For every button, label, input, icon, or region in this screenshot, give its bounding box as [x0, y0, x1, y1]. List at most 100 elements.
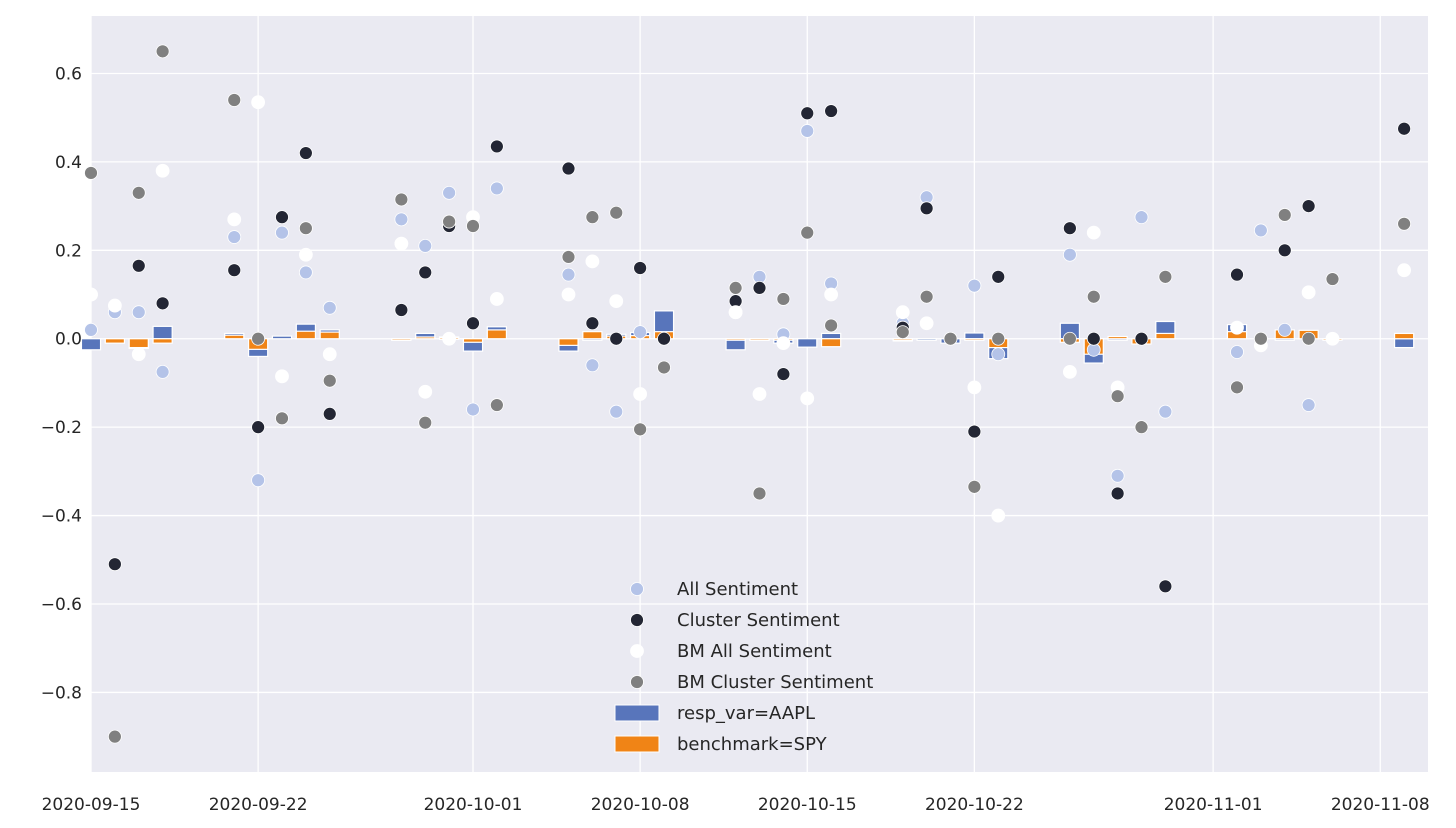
bar-benchmark-spy [558, 338, 579, 346]
point-cluster-sentiment [107, 557, 122, 572]
point-bm-all-sentiment [585, 254, 600, 269]
bar-benchmark-spy [725, 338, 746, 341]
bar-benchmark-spy [1155, 332, 1176, 340]
point-bm-cluster-sentiment [776, 292, 791, 306]
point-bm-cluster-sentiment [466, 219, 480, 233]
point-cluster-sentiment [1134, 331, 1149, 346]
point-cluster-sentiment [1062, 221, 1077, 236]
point-bm-cluster-sentiment [1397, 216, 1412, 231]
point-bm-cluster-sentiment [1277, 208, 1292, 222]
point-bm-cluster-sentiment [1062, 331, 1077, 346]
point-bm-all-sentiment [633, 387, 648, 401]
point-cluster-sentiment [561, 161, 576, 176]
point-cluster-sentiment [919, 201, 934, 216]
point-cluster-sentiment [1086, 331, 1101, 346]
bar-benchmark-spy [1393, 332, 1415, 340]
point-cluster-sentiment [466, 316, 480, 331]
point-bm-cluster-sentiment [943, 331, 958, 346]
bar-benchmark-spy [1107, 335, 1128, 340]
point-bm-cluster-sentiment [967, 479, 982, 494]
x-tick-label: 2020-09-22 [209, 795, 308, 815]
x-tick-label: 2020-10-01 [424, 795, 523, 815]
bar-resp-var-aapl [797, 338, 818, 348]
point-cluster-sentiment [298, 146, 313, 160]
bar-benchmark-spy [319, 331, 340, 340]
point-bm-all-sentiment [275, 369, 289, 384]
y-tick-label: −0.6 [41, 595, 82, 615]
x-tick-label: 2020-10-22 [925, 795, 1024, 815]
point-all-sentiment [298, 265, 313, 280]
legend-patch [614, 704, 660, 722]
point-bm-cluster-sentiment [275, 411, 289, 426]
point-cluster-sentiment [251, 420, 266, 435]
point-bm-cluster-sentiment [609, 205, 624, 220]
point-bm-cluster-sentiment [107, 729, 122, 744]
point-bm-cluster-sentiment [1134, 420, 1149, 435]
legend-label: Cluster Sentiment [677, 610, 840, 631]
point-all-sentiment [800, 124, 815, 138]
legend-patch [614, 735, 660, 753]
point-bm-cluster-sentiment [1158, 269, 1173, 284]
point-all-sentiment [251, 473, 266, 488]
point-all-sentiment [442, 185, 457, 200]
point-all-sentiment [991, 347, 1006, 362]
point-bm-cluster-sentiment [489, 398, 504, 412]
point-all-sentiment [155, 364, 170, 379]
point-bm-all-sentiment [1230, 320, 1244, 335]
y-axis-ticks: −0.8 −0.6 −0.4 −0.2 0.0 0.2 0.4 0.6 [41, 64, 82, 703]
bar-benchmark-spy [486, 329, 508, 340]
point-bm-all-sentiment [155, 163, 170, 178]
point-bm-all-sentiment [298, 247, 313, 262]
y-tick-label: 0.4 [55, 153, 82, 173]
point-bm-cluster-sentiment [585, 210, 600, 225]
point-bm-all-sentiment [1086, 225, 1101, 240]
point-bm-all-sentiment [609, 294, 624, 309]
point-cluster-sentiment [1397, 121, 1412, 136]
point-bm-all-sentiment [824, 287, 839, 302]
point-bm-all-sentiment [394, 236, 409, 251]
point-bm-cluster-sentiment [633, 422, 648, 437]
point-all-sentiment [418, 238, 433, 253]
point-bm-all-sentiment [84, 287, 98, 302]
point-cluster-sentiment [418, 265, 433, 280]
bar-resp-var-aapl [1393, 338, 1415, 349]
point-cluster-sentiment [585, 316, 600, 331]
point-bm-cluster-sentiment [227, 93, 242, 107]
point-bm-cluster-sentiment [322, 373, 337, 388]
point-bm-cluster-sentiment [1230, 380, 1244, 395]
point-cluster-sentiment [322, 406, 337, 421]
point-all-sentiment [1134, 210, 1149, 225]
point-bm-all-sentiment [919, 316, 934, 331]
x-axis-ticks: 2020-09-15 2020-09-22 2020-10-01 2020-10-08… [42, 795, 1430, 815]
x-tick-label: 2020-09-15 [42, 795, 141, 815]
bar-benchmark-spy [749, 338, 770, 341]
point-all-sentiment [1158, 404, 1173, 419]
point-cluster-sentiment [1301, 199, 1316, 214]
point-all-sentiment [1253, 223, 1268, 238]
point-bm-all-sentiment [967, 380, 982, 395]
legend-marker [630, 675, 644, 689]
point-all-sentiment [84, 322, 98, 337]
point-bm-cluster-sentiment [752, 486, 767, 501]
bar-benchmark-spy [104, 338, 126, 344]
point-cluster-sentiment [1230, 267, 1244, 282]
point-bm-cluster-sentiment [728, 280, 743, 295]
x-tick-label: 2020-11-01 [1164, 795, 1263, 815]
point-all-sentiment [633, 325, 648, 340]
point-bm-all-sentiment [991, 508, 1006, 523]
point-all-sentiment [609, 404, 624, 419]
point-cluster-sentiment [155, 296, 170, 311]
point-all-sentiment [1230, 345, 1244, 359]
point-bm-cluster-sentiment [418, 415, 433, 430]
point-cluster-sentiment [131, 258, 146, 273]
point-bm-all-sentiment [1062, 364, 1077, 379]
point-cluster-sentiment [967, 424, 982, 439]
point-all-sentiment [967, 278, 982, 293]
legend-label: All Sentiment [677, 579, 798, 600]
point-cluster-sentiment [1277, 243, 1292, 258]
legend-label: resp_var=AAPL [677, 703, 815, 724]
point-bm-all-sentiment [1301, 285, 1316, 300]
point-cluster-sentiment [800, 106, 815, 121]
point-all-sentiment [1301, 398, 1316, 412]
point-all-sentiment [489, 181, 504, 196]
